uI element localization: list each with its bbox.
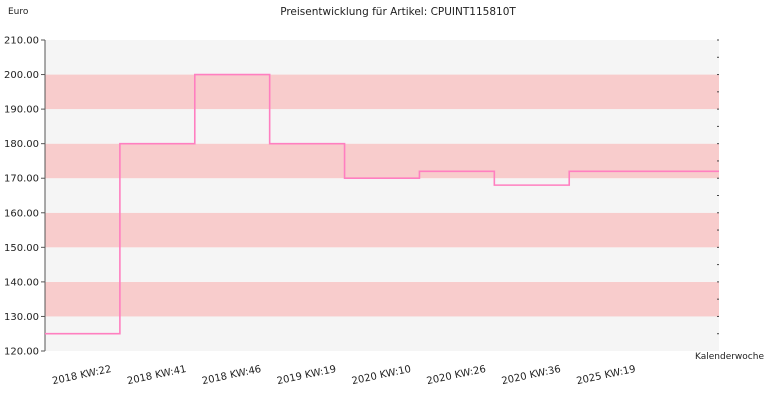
band-120 xyxy=(45,316,719,351)
y-axis: 120.00 130.00 140.00 150.00 160.00 170.00 180.… xyxy=(4,36,46,358)
price-step-line xyxy=(45,73,719,335)
x-tick-label: 2020 KW:10 xyxy=(351,364,412,387)
y-tick-label: 200.00 xyxy=(4,70,39,81)
series-group xyxy=(45,73,719,335)
right-minor-ticks xyxy=(717,39,719,335)
x-tick-label: 2019 KW:19 xyxy=(276,364,337,387)
band-140 xyxy=(45,247,719,282)
x-tick-label: 2018 KW:46 xyxy=(201,364,262,387)
band-130 xyxy=(45,281,719,317)
x-tick-label: 2025 KW:19 xyxy=(576,364,637,387)
background-bands xyxy=(45,40,719,351)
x-tick-label: 2018 KW:22 xyxy=(51,364,112,387)
y-tick-label: 170.00 xyxy=(4,174,39,185)
band-160 xyxy=(45,178,719,213)
y-tick-label: 150.00 xyxy=(4,243,39,254)
y-tick-label: 120.00 xyxy=(4,347,39,358)
x-tick-label: 2020 KW:36 xyxy=(501,364,562,387)
x-tick-label: 2018 KW:41 xyxy=(126,364,187,387)
band-190 xyxy=(45,74,719,110)
x-axis-labels: 2018 KW:22 2018 KW:41 2018 KW:46 2019 KW:19… xyxy=(51,364,636,387)
x-tick-label: 2020 KW:26 xyxy=(426,364,487,387)
y-tick-label: 190.00 xyxy=(4,105,39,116)
y-tick-label: 140.00 xyxy=(4,277,39,288)
y-tick-label: 210.00 xyxy=(4,36,39,47)
band-180 xyxy=(45,109,719,144)
band-150 xyxy=(45,212,719,248)
band-200 xyxy=(45,40,719,75)
x-axis-label: Kalenderwoche xyxy=(695,352,764,362)
y-axis-label: Euro xyxy=(8,7,29,17)
chart-title: Preisentwicklung für Artikel: CPUINT1158… xyxy=(280,6,516,18)
y-tick-label: 180.00 xyxy=(4,139,39,150)
y-tick-label: 130.00 xyxy=(4,312,39,323)
y-tick-label: 160.00 xyxy=(4,208,39,219)
band-170 xyxy=(45,143,719,179)
